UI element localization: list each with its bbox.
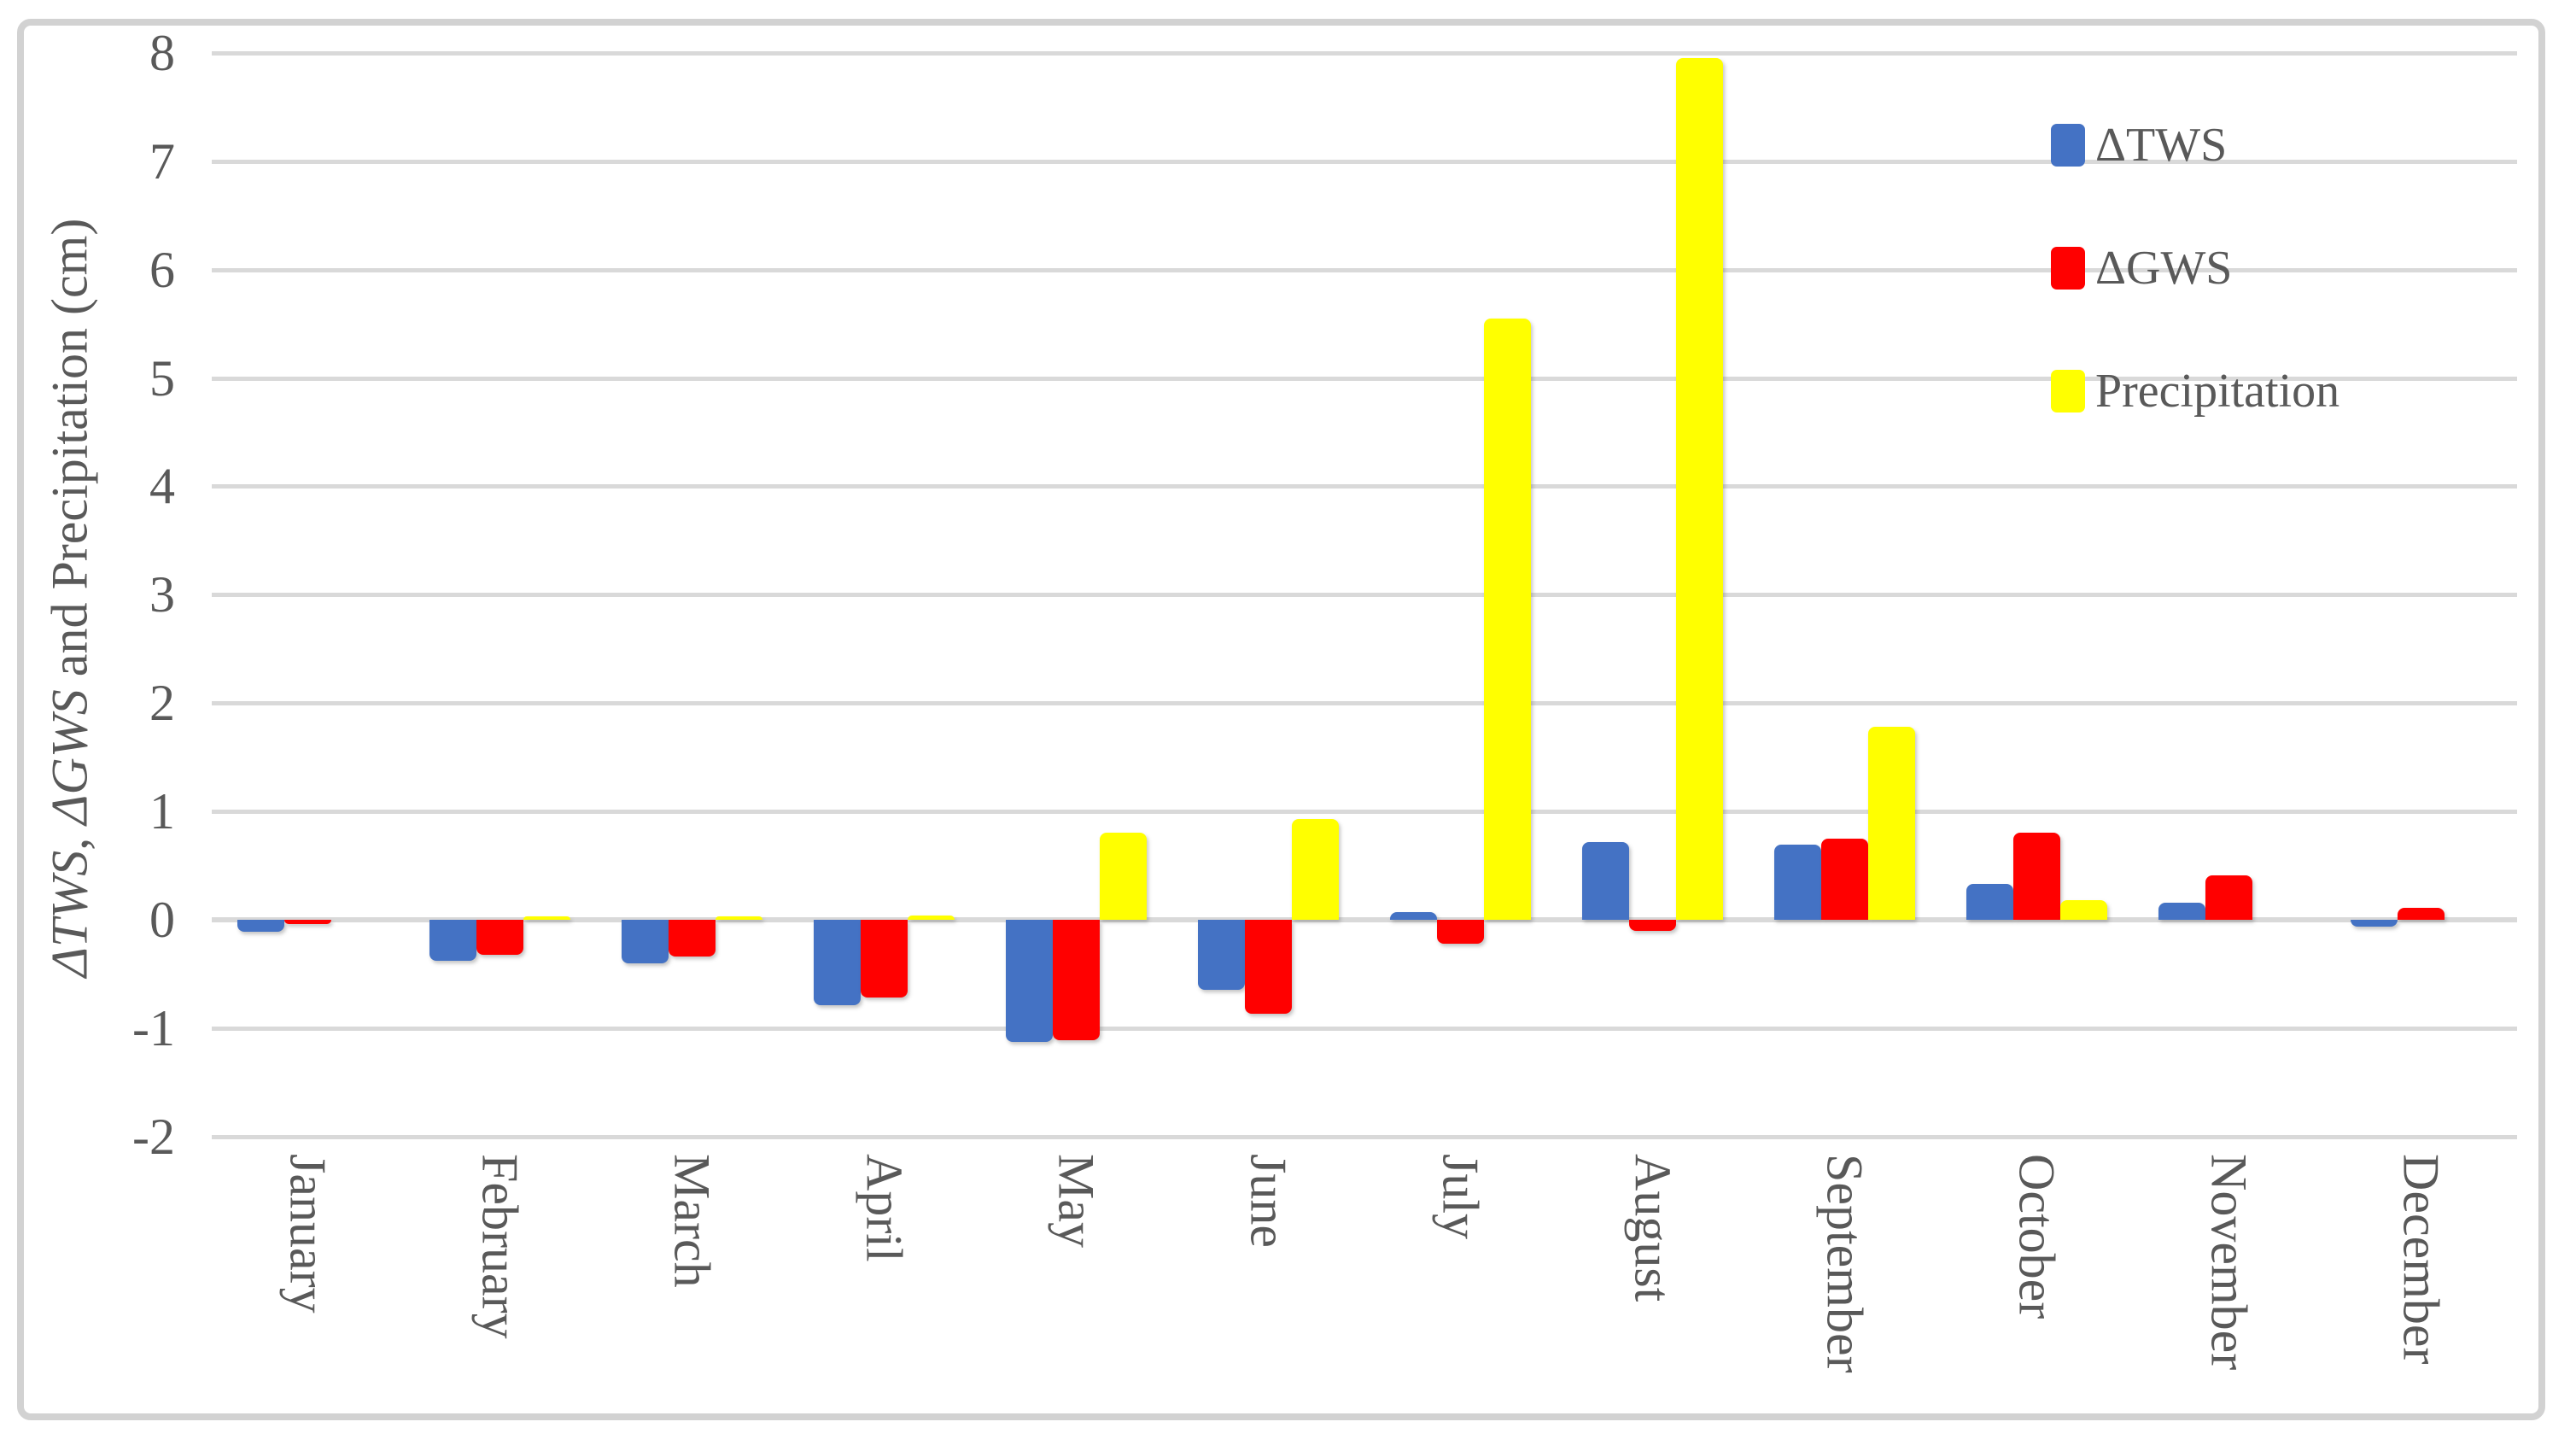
y-tick-label-2: 2 (149, 675, 175, 732)
bar-precipitation-july (1484, 318, 1531, 920)
y-tick-label-5: 5 (149, 349, 175, 407)
x-label-january: January (279, 1154, 336, 1314)
y-tick-label-3: 3 (149, 566, 175, 623)
bar-gws-may (1053, 920, 1100, 1040)
x-label-april: April (856, 1154, 913, 1262)
gridline-y--1 (212, 1026, 2517, 1031)
legend-label-gws: ΔGWS (2095, 242, 2233, 295)
bar-tws-september (1774, 845, 1821, 920)
bar-tws-may (1006, 920, 1053, 1043)
bar-gws-october (2013, 833, 2060, 920)
legend-item-precipitation: Precipitation (2051, 367, 2339, 415)
bar-gws-march (669, 920, 716, 957)
gridline-y-6 (212, 267, 2517, 272)
bar-tws-december (2351, 920, 2398, 927)
x-label-august: August (1624, 1154, 1681, 1302)
bar-gws-february (476, 920, 523, 955)
x-label-june: June (1240, 1154, 1297, 1248)
gridline-y-4 (212, 484, 2517, 489)
bar-tws-june (1198, 920, 1245, 991)
bar-precipitation-may (1100, 833, 1147, 920)
precipitation-swatch-icon (2051, 370, 2085, 412)
bar-precipitation-february (523, 916, 570, 920)
legend-label-precipitation: Precipitation (2095, 365, 2340, 418)
y-tick-label-6: 6 (149, 241, 175, 298)
x-label-may: May (1048, 1154, 1105, 1248)
legend-item-tws: ΔTWS (2051, 121, 2339, 169)
bar-precipitation-august (1676, 58, 1723, 920)
bar-gws-january (284, 920, 331, 925)
gridline-y--2 (212, 1134, 2517, 1139)
gridline-y-7 (212, 159, 2517, 164)
y-tick-label-7: 7 (149, 132, 175, 190)
x-label-march: March (663, 1154, 721, 1288)
bar-tws-october (1966, 884, 2013, 920)
x-axis-line (212, 917, 2517, 922)
gridline-y-8 (212, 50, 2517, 56)
x-label-november: November (2200, 1154, 2258, 1371)
bar-precipitation-september (1868, 727, 1915, 920)
x-label-february: February (471, 1154, 529, 1339)
y-tick-label--1: -1 (132, 999, 175, 1056)
bar-tws-august (1582, 841, 1629, 920)
gridline-y-3 (212, 593, 2517, 598)
x-label-october: October (2008, 1154, 2065, 1319)
plot-area (212, 50, 2517, 1139)
bar-precipitation-october (2060, 900, 2107, 920)
bar-gws-november (2205, 875, 2252, 920)
bar-tws-november (2158, 902, 2205, 920)
legend: ΔTWS ΔGWS Precipitation (2051, 121, 2339, 415)
bar-precipitation-april (908, 915, 955, 920)
y-tick-label-1: 1 (149, 783, 175, 840)
gridline-y-1 (212, 810, 2517, 815)
x-label-december: December (2392, 1154, 2450, 1365)
y-tick-label-0: 0 (149, 892, 175, 948)
bar-gws-july (1437, 920, 1484, 944)
x-label-september: September (1816, 1154, 1873, 1373)
bar-tws-april (814, 920, 861, 1006)
bar-tws-july (1390, 912, 1437, 920)
legend-item-gws: ΔGWS (2051, 244, 2339, 292)
bar-tws-january (237, 920, 284, 932)
chart-frame (17, 19, 2545, 1420)
bar-tws-march (622, 920, 669, 963)
bar-gws-june (1245, 920, 1292, 1015)
gridline-y-2 (212, 701, 2517, 706)
bar-tws-february (429, 920, 476, 962)
bar-precipitation-march (716, 916, 762, 920)
bar-gws-december (2398, 908, 2445, 920)
gridline-y-5 (212, 376, 2517, 381)
x-label-july: July (1432, 1154, 1489, 1240)
y-tick-label-4: 4 (149, 458, 175, 515)
tws-swatch-icon (2051, 124, 2085, 167)
bar-gws-april (861, 920, 908, 998)
bar-gws-september (1821, 838, 1868, 920)
legend-label-tws: ΔTWS (2095, 119, 2228, 172)
y-tick-label--2: -2 (132, 1108, 175, 1165)
y-tick-label-8: 8 (149, 24, 175, 81)
bar-gws-august (1629, 920, 1676, 931)
bar-precipitation-june (1292, 818, 1339, 920)
gws-swatch-icon (2051, 247, 2085, 290)
